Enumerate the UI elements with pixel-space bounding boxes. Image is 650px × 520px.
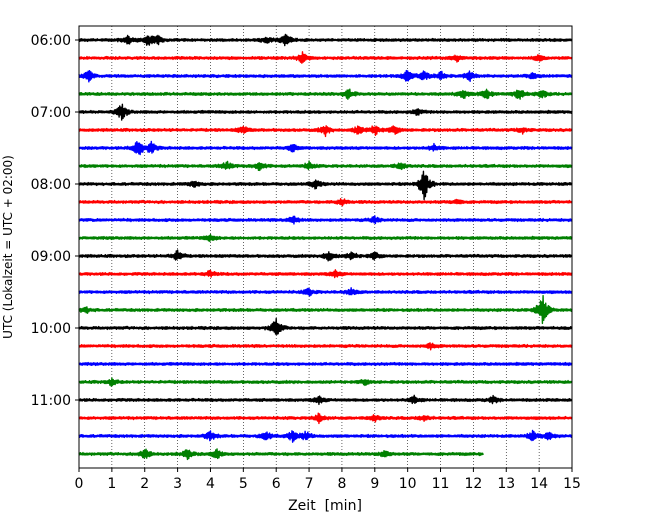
trace-line bbox=[78, 429, 573, 443]
trace-line bbox=[78, 140, 573, 156]
y-axis: 06:00 07:00 08:00 09:00 10:00 11:00 bbox=[31, 33, 79, 409]
trace-line bbox=[78, 412, 573, 425]
x-tick-label: 2 bbox=[140, 476, 149, 492]
x-tick-label: 7 bbox=[305, 476, 314, 492]
y-axis-label: UTC (Lokalzeit = UTC + 02:00) bbox=[1, 155, 15, 339]
x-tick-label: 8 bbox=[337, 476, 346, 492]
x-tick-label: 9 bbox=[370, 476, 379, 492]
plot-frame bbox=[78, 25, 573, 469]
x-tick-label: 1 bbox=[107, 476, 116, 492]
trace-line bbox=[78, 51, 573, 64]
trace-line bbox=[78, 317, 573, 336]
trace-line bbox=[78, 294, 573, 325]
x-tick-label: 14 bbox=[530, 476, 548, 492]
plot-area bbox=[79, 26, 572, 468]
y-tick-label: 10:00 bbox=[31, 321, 71, 337]
traces bbox=[78, 33, 573, 461]
x-tick-label: 6 bbox=[272, 476, 281, 492]
x-tick-label: 3 bbox=[173, 476, 182, 492]
trace-line bbox=[78, 361, 573, 367]
x-tick-label: 10 bbox=[399, 476, 417, 492]
y-tick-label: 08:00 bbox=[31, 177, 71, 193]
x-tick-label: 0 bbox=[75, 476, 84, 492]
y-tick-label: 09:00 bbox=[31, 249, 71, 265]
trace-line bbox=[78, 88, 573, 100]
trace-line bbox=[78, 198, 573, 207]
trace-line bbox=[78, 33, 573, 47]
trace-line bbox=[78, 269, 573, 279]
trace-line bbox=[78, 342, 573, 351]
x-tick-label: 11 bbox=[432, 476, 450, 492]
x-axis: 0 1 2 3 4 5 6 7 8 9 10 11 12 13 14 15 bbox=[75, 468, 581, 492]
trace-line bbox=[78, 377, 573, 387]
trace-line bbox=[78, 215, 573, 225]
x-tick-label: 4 bbox=[206, 476, 215, 492]
x-tick-label: 5 bbox=[239, 476, 248, 492]
y-tick-label: 06:00 bbox=[31, 33, 71, 49]
trace-line bbox=[78, 69, 573, 83]
trace-line bbox=[78, 103, 573, 121]
trace-line bbox=[78, 160, 573, 172]
trace-line bbox=[78, 448, 484, 461]
y-tick-label: 11:00 bbox=[31, 393, 71, 409]
y-tick-label: 07:00 bbox=[31, 105, 71, 121]
trace-line bbox=[78, 394, 573, 406]
trace-line bbox=[78, 233, 573, 243]
trace-line bbox=[78, 125, 573, 138]
trace-line bbox=[78, 249, 573, 262]
x-axis-label: Zeit [min] bbox=[288, 498, 362, 514]
trace-line bbox=[78, 170, 573, 201]
x-tick-label: 15 bbox=[563, 476, 581, 492]
trace-line bbox=[78, 287, 573, 297]
x-tick-label: 12 bbox=[464, 476, 482, 492]
x-tick-label: 13 bbox=[497, 476, 515, 492]
